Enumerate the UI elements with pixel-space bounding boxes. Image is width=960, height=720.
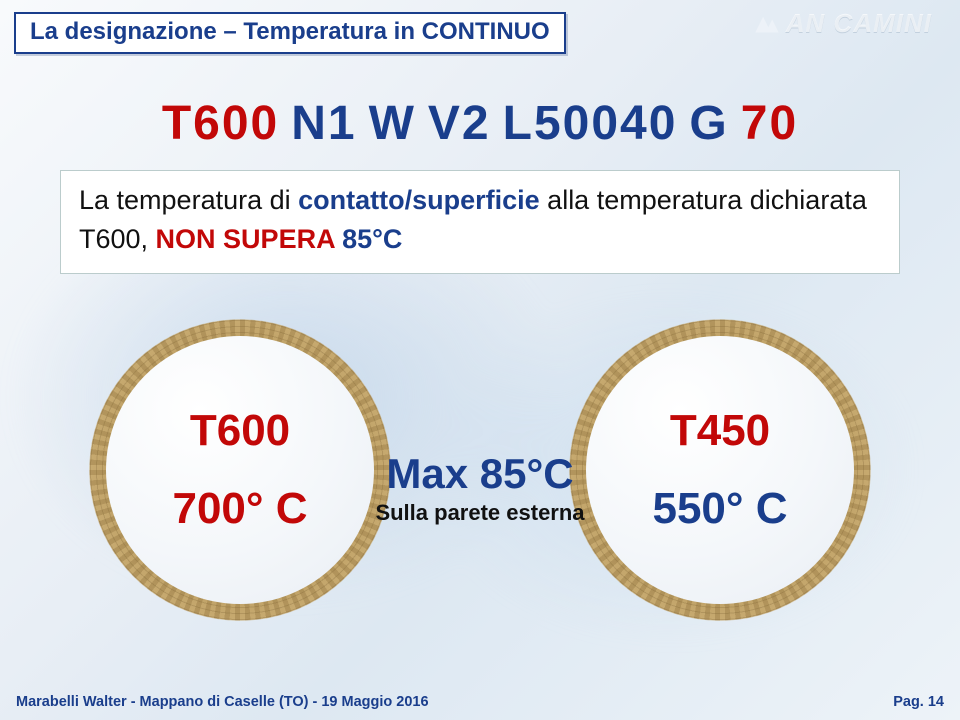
left-value: 700° C: [172, 484, 307, 534]
circles-region: T600 700° C T450 550° C Max 85°C Sulla p…: [0, 320, 960, 630]
brand-text: AN CAMINI: [786, 8, 932, 39]
right-value: 550° C: [652, 484, 787, 534]
desc-temp: 85°C: [342, 224, 402, 254]
desc-t600: T600,: [79, 224, 156, 254]
center-max: Max 85°C: [375, 450, 584, 498]
circle-right-inner: T450 550° C: [586, 336, 854, 604]
designation-part: W: [369, 96, 416, 151]
brand-icon: [754, 13, 780, 35]
footer-left: Marabelli Walter - Mappano di Caselle (T…: [16, 694, 429, 710]
desc-blue: contatto/superficie: [298, 185, 540, 215]
designation-code: T600N1WV2L50040G70: [0, 96, 960, 151]
left-tclass: T600: [190, 406, 290, 456]
designation-part: G: [689, 96, 728, 151]
designation-part: N1: [291, 96, 356, 151]
desc-prefix: La temperatura di: [79, 185, 298, 215]
designation-part: L50040: [503, 96, 678, 151]
circle-left-inner: T600 700° C: [106, 336, 374, 604]
desc-red: NON SUPERA: [156, 224, 343, 254]
circle-right: T450 550° C: [580, 330, 860, 610]
right-tclass: T450: [670, 406, 770, 456]
circle-left: T600 700° C: [100, 330, 380, 610]
title-box: La designazione – Temperatura in CONTINU…: [14, 12, 566, 54]
footer-right: Pag. 14: [893, 694, 944, 710]
brand-watermark: AN CAMINI: [754, 8, 932, 39]
footer: Marabelli Walter - Mappano di Caselle (T…: [16, 694, 944, 710]
designation-part: T600: [162, 96, 279, 151]
designation-part: V2: [428, 96, 491, 151]
description-box: La temperatura di contatto/superficie al…: [60, 170, 900, 274]
page-title: La designazione – Temperatura in CONTINU…: [30, 18, 550, 45]
center-label: Max 85°C Sulla parete esterna: [375, 450, 584, 526]
desc-mid: alla temperatura dichiarata: [540, 185, 867, 215]
center-sub: Sulla parete esterna: [375, 500, 584, 526]
designation-part: 70: [741, 96, 798, 151]
